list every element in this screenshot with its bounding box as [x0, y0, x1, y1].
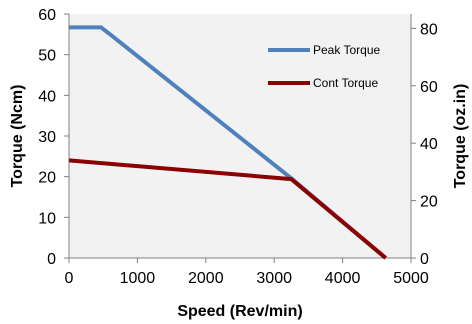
y2-tick-label: 0	[420, 251, 429, 268]
legend: Peak Torque Cont Torque	[268, 43, 380, 90]
x-tick-label: 4000	[325, 270, 361, 287]
legend-label: Peak Torque	[313, 43, 380, 57]
y-tick-label: 20	[38, 170, 56, 187]
y-tick-label: 50	[38, 48, 56, 65]
series-group	[68, 25, 387, 260]
axes: 0 1000 2000 3000 4000 5000 0 10 20 30 40 50 60 0 20 40 6…	[38, 7, 438, 287]
legend-label: Cont Torque	[313, 76, 378, 90]
series-line-cont-torque	[68, 158, 387, 260]
x-tick-label: 2000	[188, 270, 224, 287]
y-tick-label: 0	[47, 251, 56, 268]
x-tick-label: 1000	[120, 270, 156, 287]
x-tick-label: 0	[65, 270, 74, 287]
x-tick-label: 5000	[393, 270, 429, 287]
y2-tick-label: 60	[420, 79, 438, 96]
y-tick-label: 60	[38, 7, 56, 24]
y-tick-label: 10	[38, 210, 56, 227]
y-tick-label: 30	[38, 129, 56, 146]
y-tick-label: 40	[38, 88, 56, 105]
x-axis-title: Speed (Rev/min)	[177, 303, 302, 320]
y2-tick-label: 40	[420, 136, 438, 153]
y2-tick-label: 20	[420, 194, 438, 211]
x-tick-label: 3000	[256, 270, 292, 287]
y2-axis-title: Torque (oz.in)	[452, 84, 469, 189]
y2-tick-label: 80	[420, 21, 438, 38]
y-axis-title: Torque (Ncm)	[9, 85, 26, 188]
